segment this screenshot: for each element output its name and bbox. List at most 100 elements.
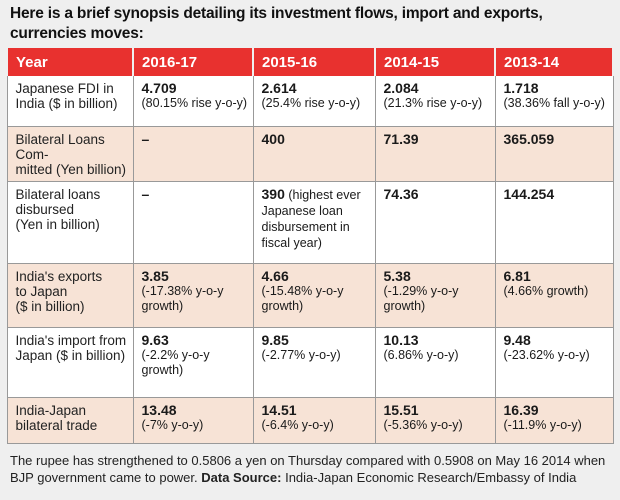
- cell-value: 15.51: [383, 401, 419, 418]
- table-cell: 9.63 (-2.2% y-o-y growth): [132, 327, 254, 398]
- cell-value: 4.709: [141, 80, 177, 96]
- footer-note: The rupee has strengthened to 0.5806 a y…: [10, 452, 614, 486]
- cell-note: (-23.62% y-o-y): [503, 347, 590, 362]
- table-cell: 1.718 (38.36% fall y-o-y): [494, 76, 614, 127]
- table-cell: 390 (highest ever Japanese loan disburse…: [252, 181, 376, 264]
- column-header: 2014-15: [374, 48, 496, 76]
- cell-note: (-11.9% y-o-y): [503, 417, 582, 432]
- cell-value: 13.48: [141, 401, 177, 418]
- column-header: 2013-14: [494, 48, 614, 76]
- row-label-line: Bilateral Loans Com-: [15, 131, 105, 162]
- cell-value: 10.13: [383, 331, 419, 348]
- row-label: Bilateral loans disbursed (Yen in billio…: [6, 181, 134, 264]
- row-label-line: Japan ($ in billion): [15, 347, 126, 363]
- row-label-line: bilateral trade: [15, 417, 98, 433]
- table-row: Bilateral loans disbursed (Yen in billio…: [6, 181, 614, 264]
- table-cell: 14.51 (-6.4% y-o-y): [252, 397, 376, 444]
- table-cell: 9.48 (-23.62% y-o-y): [494, 327, 614, 398]
- row-label: India's import from Japan ($ in billion): [6, 327, 134, 398]
- table-row: India-Japan bilateral trade 13.48 (-7% y-…: [6, 397, 614, 444]
- table-cell: 13.48 (-7% y-o-y): [132, 397, 254, 444]
- table-cell: 400: [252, 126, 376, 182]
- table-cell: 4.66 (-15.48% y-o-y growth): [252, 263, 376, 328]
- cell-value: 9.63: [141, 331, 169, 348]
- table-header-row: Year 2016-17 2015-16 2014-15 2013-14: [6, 48, 614, 76]
- cell-value: 1.718: [503, 80, 539, 96]
- cell-note: (-5.36% y-o-y): [383, 417, 463, 432]
- cell-value: 390: [261, 185, 285, 202]
- table-cell: 5.38 (-1.29% y-o-y growth): [374, 263, 496, 328]
- table-row: Bilateral Loans Com- mitted (Yen billion…: [6, 126, 614, 182]
- row-label: India-Japan bilateral trade: [6, 397, 134, 444]
- cell-value: 6.81: [503, 267, 531, 284]
- cell-value: 5.38: [383, 267, 411, 284]
- cell-note: (38.36% fall y-o-y): [503, 96, 605, 110]
- column-header: 2015-16: [252, 48, 376, 76]
- table-cell: 6.81 (4.66% growth): [494, 263, 614, 328]
- table-cell: 9.85 (-2.77% y-o-y): [252, 327, 376, 398]
- table-row: Japanese FDI in India ($ in billion) 4.7…: [6, 76, 614, 127]
- table-row: India's import from Japan ($ in billion)…: [6, 327, 614, 398]
- table-row: India's exports to Japan ($ in billion) …: [6, 263, 614, 328]
- row-label-line: India's exports: [15, 268, 103, 284]
- cell-note: (highest ever Japanese loan disbursement…: [261, 187, 361, 250]
- column-header: Year: [6, 48, 134, 76]
- column-header: 2016-17: [132, 48, 254, 76]
- row-label-line: disbursed: [15, 201, 75, 217]
- cell-note: (-7% y-o-y): [141, 417, 204, 432]
- cell-note: (25.4% rise y-o-y): [261, 96, 361, 110]
- cell-note: (6.86% y-o-y): [383, 347, 459, 362]
- cell-value: 2.614: [261, 80, 297, 96]
- cell-value: 2.084: [383, 80, 419, 96]
- data-source-label: Data Source:: [201, 469, 282, 485]
- cell-value: 365.059: [503, 130, 555, 147]
- cell-value: 9.48: [503, 331, 531, 348]
- data-table: Year 2016-17 2015-16 2014-15 2013-14 Jap…: [6, 48, 614, 444]
- cell-note: (-1.29% y-o-y growth): [383, 283, 459, 313]
- table-cell: 15.51 (-5.36% y-o-y): [374, 397, 496, 444]
- cell-note: (21.3% rise y-o-y): [383, 96, 483, 110]
- table-cell: 144.254: [494, 181, 614, 264]
- data-table-container: Year 2016-17 2015-16 2014-15 2013-14 Jap…: [6, 48, 614, 444]
- row-label-line: India-Japan: [15, 402, 87, 418]
- cell-note: (-2.2% y-o-y growth): [141, 347, 210, 377]
- row-label-line: India's import from: [15, 332, 127, 348]
- table-cell: 16.39 (-11.9% y-o-y): [494, 397, 614, 444]
- row-label-line: mitted (Yen billion): [15, 161, 127, 177]
- table-cell: 4.709 (80.15% rise y-o-y): [132, 76, 254, 127]
- table-cell: 71.39: [374, 126, 496, 182]
- cell-note: (-17.38% y-o-y growth): [141, 283, 224, 313]
- row-label-line: India ($ in billion): [15, 96, 118, 111]
- table-cell: 74.36: [374, 181, 496, 264]
- cell-note: (-15.48% y-o-y growth): [261, 283, 344, 313]
- cell-note: (4.66% growth): [503, 283, 589, 298]
- table-cell: 10.13 (6.86% y-o-y): [374, 327, 496, 398]
- cell-value: 144.254: [503, 185, 555, 202]
- cell-value: –: [141, 130, 150, 147]
- cell-value: –: [141, 185, 150, 202]
- cell-note: (-6.4% y-o-y): [261, 417, 334, 432]
- cell-value: 400: [261, 130, 285, 147]
- row-label-line: to Japan: [15, 283, 68, 299]
- row-label-line: Bilateral loans: [15, 186, 101, 202]
- cell-note: (80.15% rise y-o-y): [141, 96, 248, 110]
- row-label-line: Japanese FDI in: [15, 81, 114, 96]
- cell-value: 4.66: [261, 267, 289, 284]
- cell-note: (-2.77% y-o-y): [261, 347, 341, 362]
- row-label: Japanese FDI in India ($ in billion): [6, 76, 134, 127]
- row-label: India's exports to Japan ($ in billion): [6, 263, 134, 328]
- row-label-line: (Yen in billion): [15, 216, 100, 232]
- table-cell: –: [132, 181, 254, 264]
- row-label: Bilateral Loans Com- mitted (Yen billion…: [6, 126, 134, 182]
- cell-value: 16.39: [503, 401, 539, 418]
- cell-value: 3.85: [141, 267, 169, 284]
- cell-value: 71.39: [383, 130, 419, 147]
- cell-value: 14.51: [261, 401, 297, 418]
- headline: Here is a brief synopsis detailing its i…: [10, 5, 543, 42]
- table-cell: 2.614 (25.4% rise y-o-y): [252, 76, 376, 127]
- table-cell: 3.85 (-17.38% y-o-y growth): [132, 263, 254, 328]
- footer-text: The rupee has strengthened to 0.5806 a y…: [10, 452, 606, 485]
- table-cell: –: [132, 126, 254, 182]
- table-cell: 365.059: [494, 126, 614, 182]
